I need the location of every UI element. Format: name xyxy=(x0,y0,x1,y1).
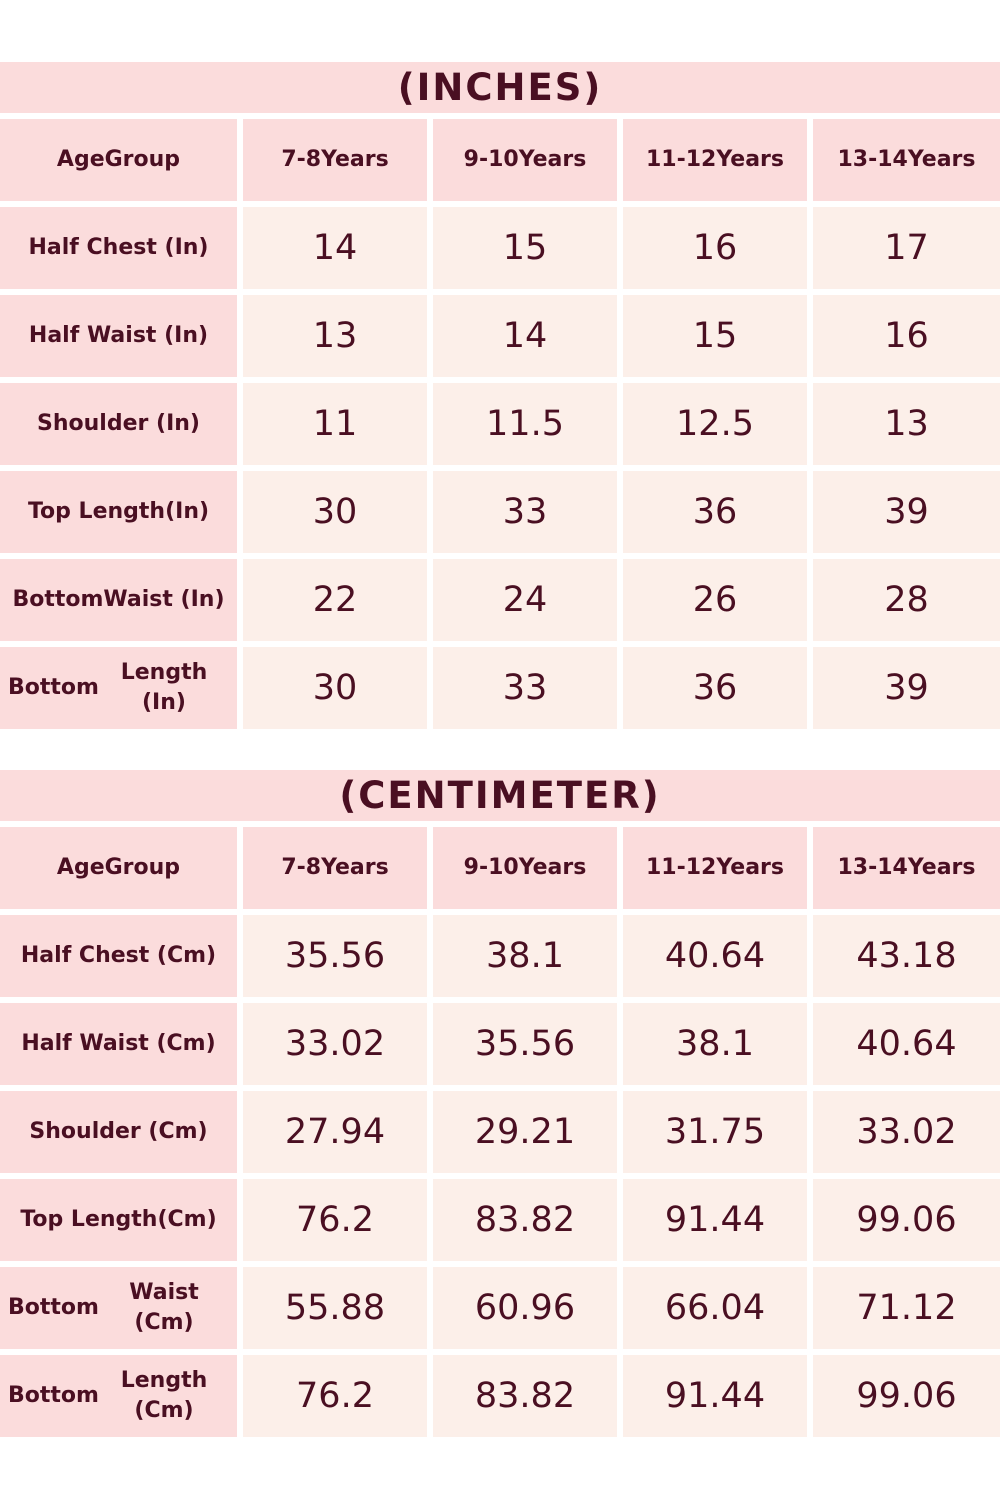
table-cell: 29.21 xyxy=(433,1091,617,1173)
size-grid: Age Group 7-8 Years 9-10 Years 11-12 Years 1… xyxy=(0,827,1000,1437)
size-chart-centimeter: (CENTIMETER) Age Group 7-8 Years 9-10 Years… xyxy=(0,770,1000,1437)
table-cell: 71.12 xyxy=(813,1267,1000,1349)
table-cell: 30 xyxy=(243,471,427,553)
size-chart-inches: (INCHES) Age Group 7-8 Years 9-10 Years 11-… xyxy=(0,62,1000,729)
table-cell: 12.5 xyxy=(623,383,807,465)
size-grid: Age Group 7-8 Years 9-10 Years 11-12 Years 1… xyxy=(0,119,1000,729)
table-cell: 83.82 xyxy=(433,1179,617,1261)
header-13-14: 13-14 Years xyxy=(813,827,1000,909)
row-label-top-length: Top Length (In) xyxy=(0,471,237,553)
row-label-half-chest: Half Chest (Cm) xyxy=(0,915,237,997)
row-label-half-waist: Half Waist (Cm) xyxy=(0,1003,237,1085)
table-cell: 55.88 xyxy=(243,1267,427,1349)
row-label-shoulder: Shoulder (Cm) xyxy=(0,1091,237,1173)
table-cell: 15 xyxy=(433,207,617,289)
row-label-bottom-length: Bottom Length (In) xyxy=(0,647,237,729)
table-cell: 39 xyxy=(813,647,1000,729)
table-cell: 38.1 xyxy=(433,915,617,997)
table-cell: 99.06 xyxy=(813,1355,1000,1437)
table-cell: 26 xyxy=(623,559,807,641)
table-cell: 22 xyxy=(243,559,427,641)
table-cell: 36 xyxy=(623,647,807,729)
table-cell: 17 xyxy=(813,207,1000,289)
header-7-8: 7-8 Years xyxy=(243,119,427,201)
table-cell: 27.94 xyxy=(243,1091,427,1173)
row-label-shoulder: Shoulder (In) xyxy=(0,383,237,465)
table-cell: 33 xyxy=(433,471,617,553)
table-cell: 35.56 xyxy=(243,915,427,997)
table-cell: 11.5 xyxy=(433,383,617,465)
header-11-12: 11-12 Years xyxy=(623,119,807,201)
row-label-top-length: Top Length (Cm) xyxy=(0,1179,237,1261)
table-cell: 16 xyxy=(623,207,807,289)
table-cell: 91.44 xyxy=(623,1355,807,1437)
row-label-half-chest: Half Chest (In) xyxy=(0,207,237,289)
header-11-12: 11-12 Years xyxy=(623,827,807,909)
table-cell: 24 xyxy=(433,559,617,641)
table-cell: 35.56 xyxy=(433,1003,617,1085)
row-label-bottom-length: Bottom Length (Cm) xyxy=(0,1355,237,1437)
table-cell: 39 xyxy=(813,471,1000,553)
header-7-8: 7-8 Years xyxy=(243,827,427,909)
table-cell: 30 xyxy=(243,647,427,729)
row-label-half-waist: Half Waist (In) xyxy=(0,295,237,377)
table-cell: 91.44 xyxy=(623,1179,807,1261)
table-cell: 76.2 xyxy=(243,1179,427,1261)
table-cell: 15 xyxy=(623,295,807,377)
table-cell: 14 xyxy=(433,295,617,377)
row-label-bottom-waist: Bottom Waist (Cm) xyxy=(0,1267,237,1349)
table-title: (INCHES) xyxy=(0,62,1000,113)
table-cell: 36 xyxy=(623,471,807,553)
table-cell: 60.96 xyxy=(433,1267,617,1349)
row-label-bottom-waist: Bottom Waist (In) xyxy=(0,559,237,641)
table-cell: 66.04 xyxy=(623,1267,807,1349)
table-cell: 40.64 xyxy=(623,915,807,997)
table-cell: 31.75 xyxy=(623,1091,807,1173)
table-cell: 33 xyxy=(433,647,617,729)
table-cell: 13 xyxy=(813,383,1000,465)
table-cell: 83.82 xyxy=(433,1355,617,1437)
table-cell: 16 xyxy=(813,295,1000,377)
table-cell: 99.06 xyxy=(813,1179,1000,1261)
table-cell: 13 xyxy=(243,295,427,377)
header-9-10: 9-10 Years xyxy=(433,827,617,909)
table-cell: 40.64 xyxy=(813,1003,1000,1085)
table-cell: 28 xyxy=(813,559,1000,641)
table-cell: 43.18 xyxy=(813,915,1000,997)
header-9-10: 9-10 Years xyxy=(433,119,617,201)
table-cell: 11 xyxy=(243,383,427,465)
table-cell: 76.2 xyxy=(243,1355,427,1437)
table-cell: 33.02 xyxy=(813,1091,1000,1173)
table-title: (CENTIMETER) xyxy=(0,770,1000,821)
header-age-group: Age Group xyxy=(0,827,237,909)
table-cell: 38.1 xyxy=(623,1003,807,1085)
header-13-14: 13-14 Years xyxy=(813,119,1000,201)
table-cell: 14 xyxy=(243,207,427,289)
header-age-group: Age Group xyxy=(0,119,237,201)
table-cell: 33.02 xyxy=(243,1003,427,1085)
